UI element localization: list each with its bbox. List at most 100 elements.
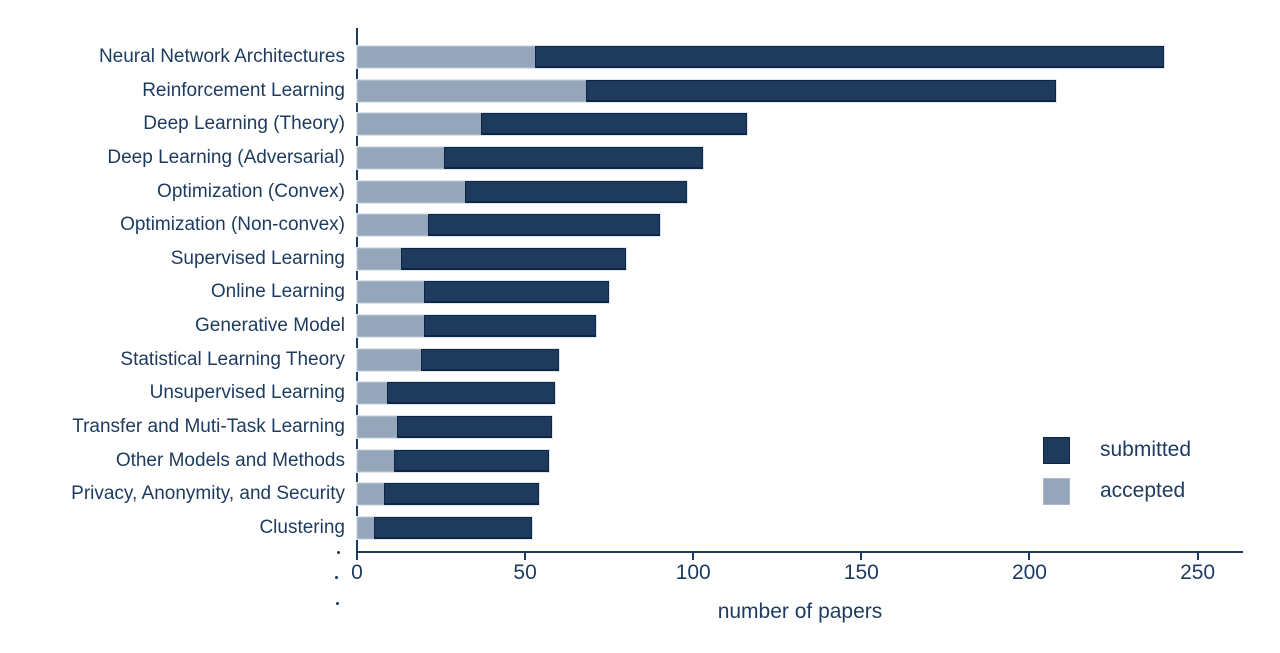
accepted-bar [357, 79, 586, 102]
bar-row: Clustering [0, 516, 1280, 539]
category-label: Neural Network Architectures [98, 46, 345, 67]
submitted-bar [444, 146, 704, 169]
x-tick-label: 200 [1011, 561, 1047, 584]
submitted-bar [424, 315, 596, 338]
category-label: Optimization (Convex) [157, 180, 345, 202]
category-label: Privacy, Anonymity, and Security [71, 483, 345, 505]
category-label: Clustering [259, 516, 345, 538]
bar-track [357, 180, 687, 203]
submitted-bar [427, 214, 660, 237]
bar-row: Deep Learning (Theory) [0, 113, 1280, 136]
submitted-bar [393, 449, 549, 472]
bar-track [357, 247, 626, 270]
bar-row: Neural Network Architectures [0, 46, 1280, 68]
accepted-bar [357, 146, 445, 169]
category-label: Other Models and Methods [115, 449, 345, 471]
legend-swatch-accepted [1043, 477, 1070, 505]
bar-track [357, 449, 549, 472]
x-tick-label: 150 [843, 561, 879, 584]
bar-row: Unsupervised Learning [0, 382, 1280, 405]
x-tick-mark [860, 552, 863, 560]
bar-track [357, 416, 552, 439]
accepted-bar [357, 315, 425, 338]
accepted-bar [357, 214, 428, 237]
submitted-bar [424, 281, 610, 304]
category-label: Online Learning [210, 281, 345, 303]
bar-track [357, 281, 610, 304]
x-tick-mark [356, 552, 358, 560]
category-label: Generative Model [195, 315, 345, 337]
x-axis-line [356, 551, 1243, 553]
bar-track [357, 79, 1057, 102]
bar-track [357, 315, 596, 338]
submitted-bar [481, 113, 748, 136]
accepted-bar [357, 483, 384, 506]
category-label: Supervised Learning [170, 247, 345, 269]
bar-row: Other Models and Methods [0, 449, 1280, 472]
bar-track [357, 348, 559, 371]
accepted-bar [357, 247, 401, 270]
bar-row: Generative Model [0, 315, 1280, 338]
legend-swatch-submitted [1043, 436, 1070, 464]
legend-label: submitted [1100, 438, 1192, 461]
category-label: Deep Learning (Theory) [143, 113, 345, 135]
bar-track [357, 113, 748, 136]
submitted-bar [373, 516, 532, 539]
x-tick-mark [692, 552, 695, 560]
x-tick-label: 250 [1180, 561, 1216, 584]
x-tick-mark [1028, 552, 1031, 560]
bar-row: Deep Learning (Adversarial) [0, 146, 1280, 169]
bar-row: Privacy, Anonymity, and Security [0, 483, 1280, 506]
bar-row: Online Learning [0, 281, 1280, 304]
accepted-bar [357, 416, 398, 439]
bar-track [357, 516, 532, 539]
category-label: Transfer and Muti-Task Learning [72, 416, 345, 438]
bar-track [357, 382, 556, 405]
bar-row: Optimization (Non-convex) [0, 214, 1280, 237]
bar-row: Transfer and Muti-Task Learning [0, 416, 1280, 439]
accepted-bar [357, 348, 421, 371]
stray-dot [337, 551, 340, 554]
legend-entry: accepted [1043, 477, 1191, 505]
legend-label: accepted [1100, 479, 1186, 502]
bar-row: Reinforcement Learning [0, 79, 1280, 102]
stray-dot [336, 602, 339, 605]
accepted-bar [357, 113, 482, 136]
accepted-bar [357, 180, 465, 203]
category-label: Reinforcement Learning [142, 79, 345, 101]
accepted-bar [357, 516, 374, 539]
submitted-bar [383, 483, 539, 506]
category-label: Unsupervised Learning [149, 382, 345, 404]
accepted-bar [357, 281, 425, 304]
accepted-bar [357, 382, 388, 405]
bar-track [357, 46, 1164, 68]
submitted-bar [464, 180, 687, 203]
category-label: Optimization (Non-convex) [120, 214, 345, 236]
submitted-bar [535, 46, 1164, 68]
category-label: Deep Learning (Adversarial) [107, 146, 345, 168]
submitted-bar [420, 348, 559, 371]
x-tick-label: 0 [351, 561, 363, 584]
bar-row: Statistical Learning Theory [0, 348, 1280, 371]
submitted-bar [397, 416, 552, 439]
stray-dot [335, 576, 338, 579]
bar-track [357, 483, 539, 506]
accepted-bar [357, 449, 394, 472]
x-tick-label: 100 [675, 561, 711, 584]
bar-row: Optimization (Convex) [0, 180, 1280, 203]
x-tick-mark [1196, 552, 1199, 560]
bar-row: Supervised Learning [0, 247, 1280, 270]
x-axis-title: number of papers [717, 600, 883, 623]
x-tick-label: 50 [513, 561, 537, 584]
bar-track [357, 214, 660, 237]
x-tick-mark [524, 552, 527, 560]
submitted-bar [387, 382, 556, 405]
category-label: Statistical Learning Theory [120, 348, 345, 370]
submitted-bar [400, 247, 626, 270]
legend: submitted accepted [1043, 436, 1191, 518]
accepted-bar [357, 46, 536, 68]
submitted-bar [585, 79, 1057, 102]
bar-track [357, 146, 704, 169]
legend-entry: submitted [1043, 436, 1191, 464]
